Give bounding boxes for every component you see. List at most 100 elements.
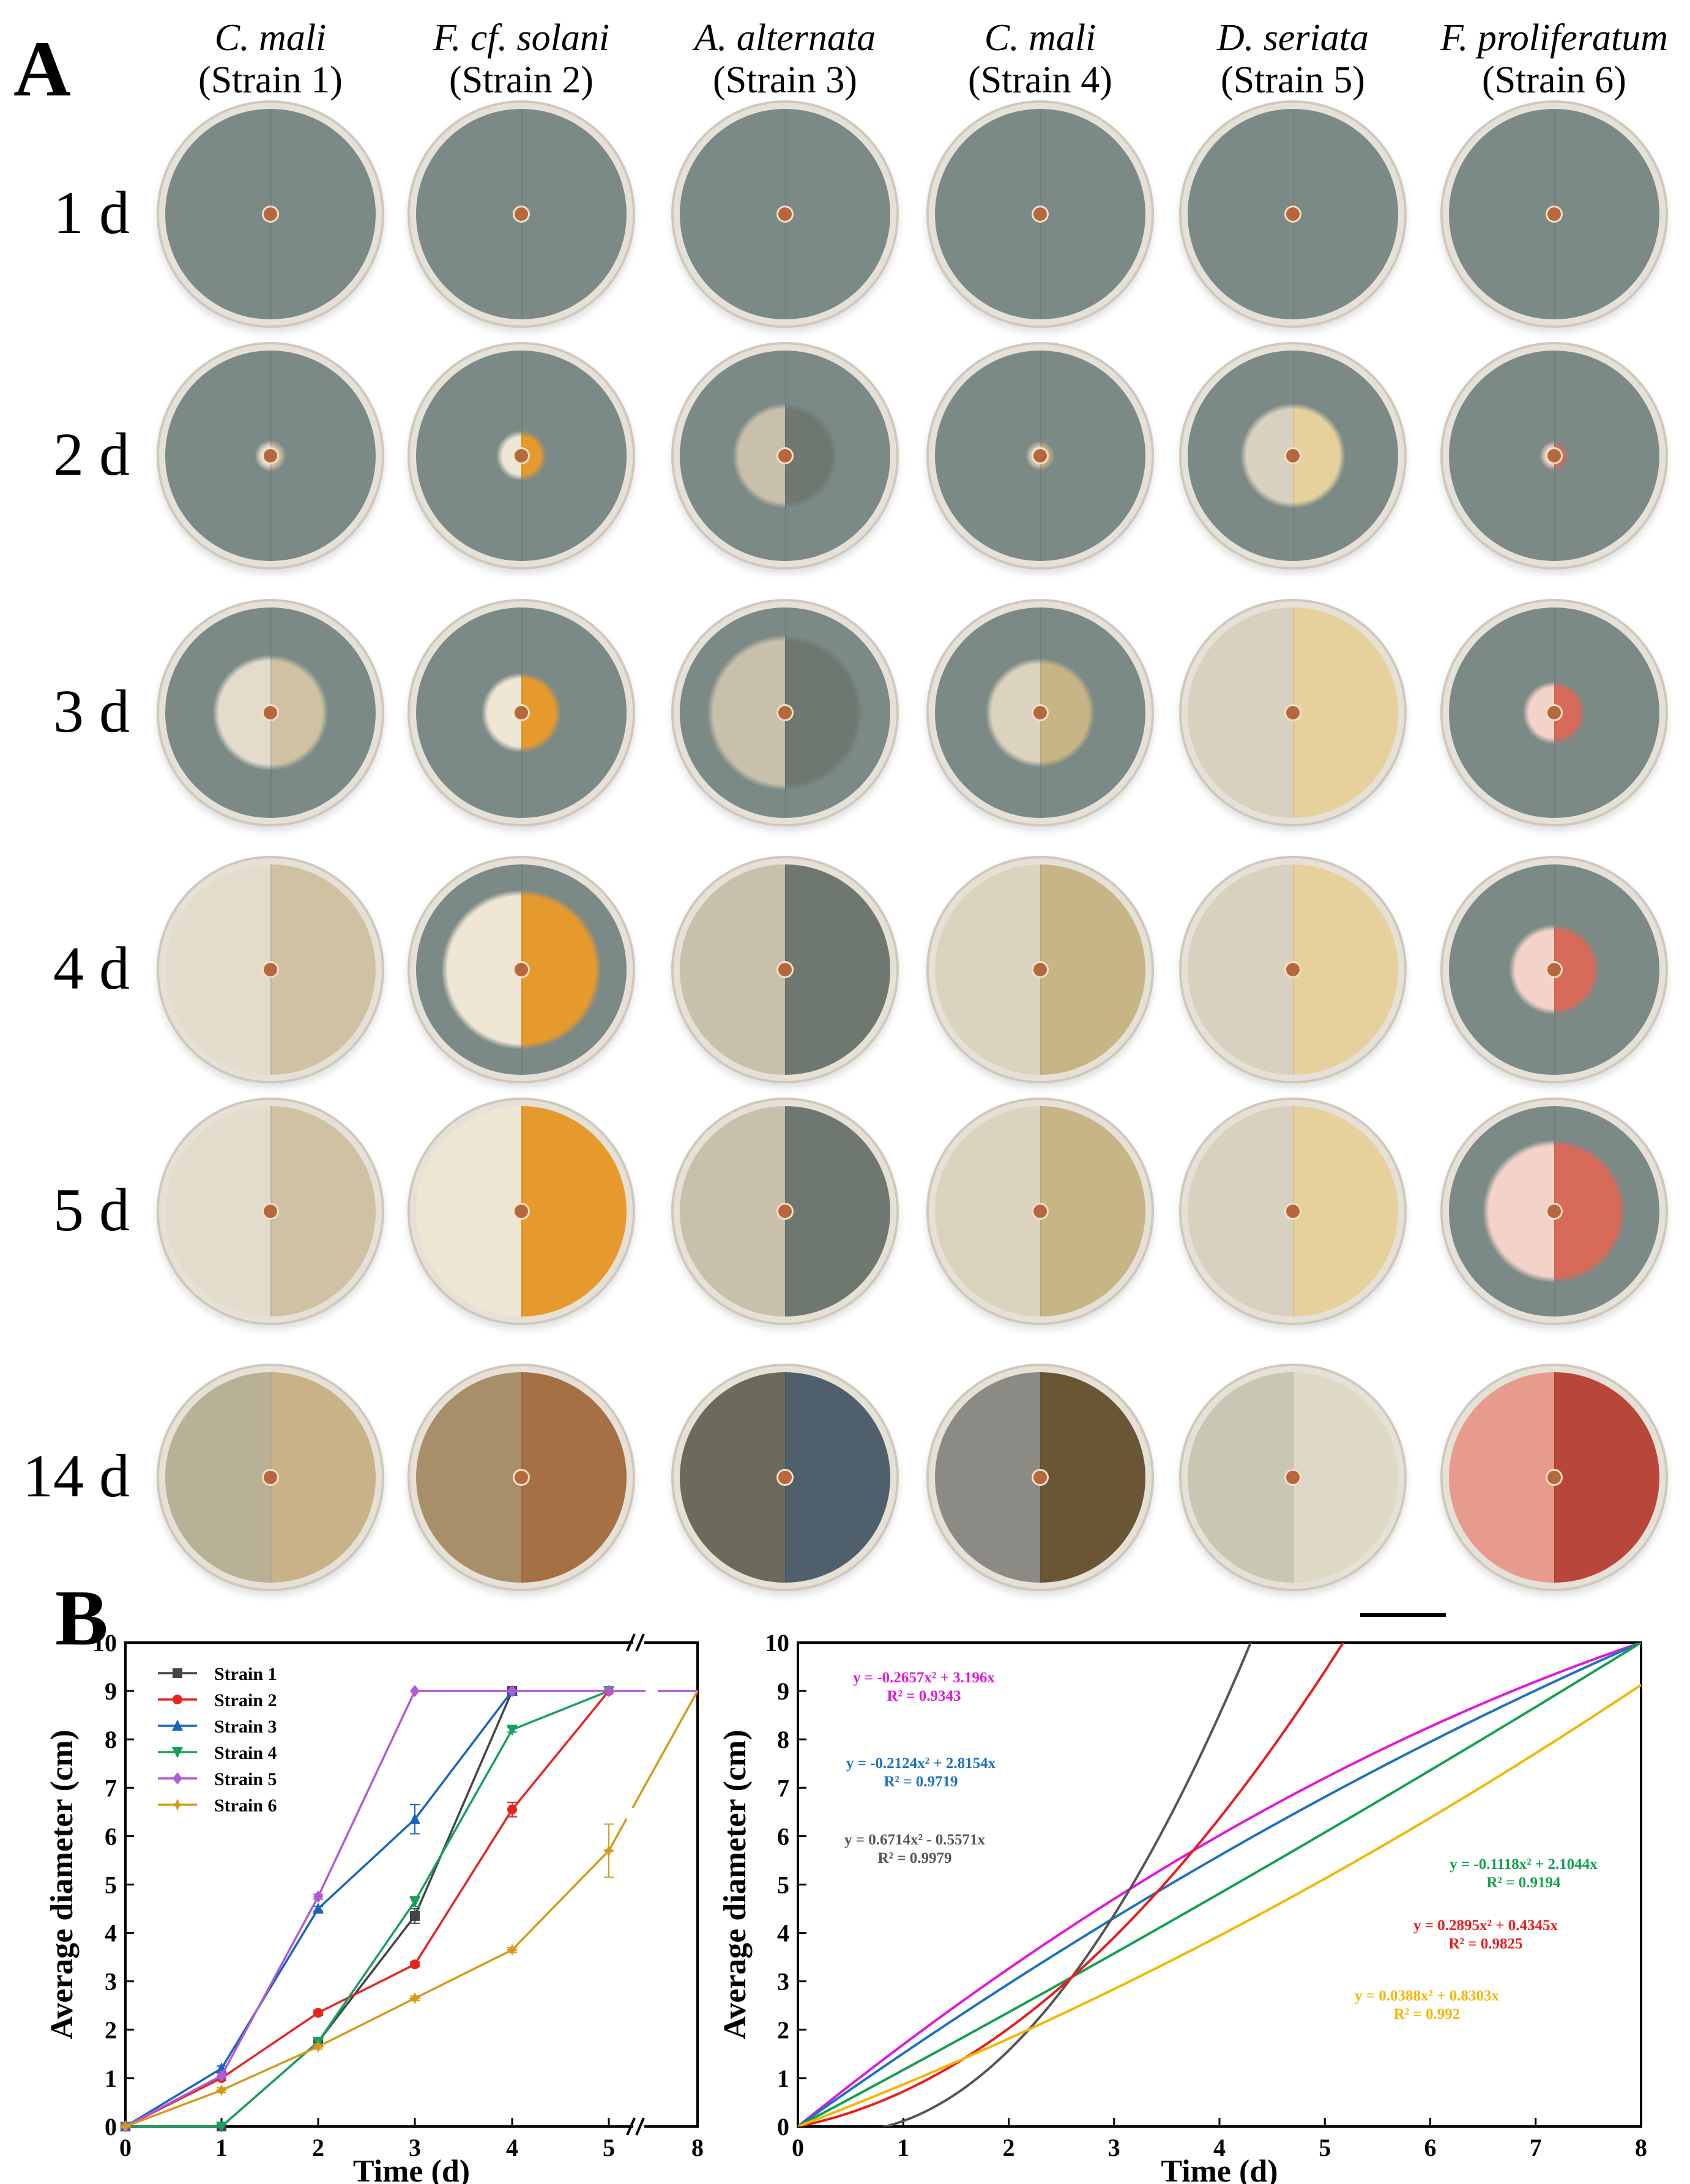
petri-dish (1188, 864, 1398, 1075)
inoculum-plug (778, 207, 792, 221)
strain-label: (Strain 6) (1482, 59, 1626, 102)
y-tick-label: 8 (777, 1726, 789, 1753)
y-tick-label: 2 (777, 2016, 789, 2044)
petri-dish (680, 1106, 890, 1317)
colony-reverse (270, 351, 376, 561)
y-tick-label: 8 (105, 1726, 117, 1753)
petri-dish (165, 607, 376, 818)
x-tick-label: 4 (506, 2134, 518, 2161)
y-tick-label: 1 (777, 2065, 789, 2092)
species-name: D. seriata (1217, 17, 1369, 59)
colony-front (1188, 607, 1293, 818)
colony-front (1188, 1372, 1293, 1583)
data-point (507, 1685, 517, 1698)
y-tick-label: 9 (105, 1677, 117, 1705)
colony-front (935, 607, 1040, 818)
fit-curve (798, 1643, 1345, 2126)
petri-dish (1188, 1106, 1398, 1317)
colony-reverse (1040, 1106, 1145, 1317)
inoculum-plug (1286, 449, 1300, 462)
x-axis-title: Time (d) (353, 2154, 470, 2184)
data-point (217, 2069, 226, 2082)
petri-dish (165, 109, 376, 319)
data-point (173, 1695, 182, 1704)
panel-a-letter: A (13, 25, 71, 113)
species-name: C. mali (984, 17, 1096, 59)
colony-reverse (270, 1106, 376, 1317)
petri-dish (680, 109, 890, 319)
colony-reverse (270, 864, 376, 1075)
petri-dish (1449, 1106, 1659, 1317)
inoculum-plug (264, 1471, 277, 1484)
y-tick-label: 3 (105, 1968, 117, 1996)
data-point (312, 2040, 324, 2053)
colony-reverse (1293, 351, 1398, 561)
x-tick-label: 4 (1213, 2134, 1226, 2161)
legend-label: Strain 4 (214, 1743, 277, 1763)
fit-equation: y = -0.2124x² + 2.8154x (846, 1755, 996, 1772)
y-tick-label: 7 (777, 1774, 789, 1802)
inoculum-plug (1033, 207, 1047, 221)
strain-label: (Strain 4) (968, 59, 1112, 102)
colony-front (165, 1106, 270, 1317)
colony-reverse (1040, 351, 1145, 561)
day-label: 14 d (23, 1442, 130, 1510)
y-axis-title: Average diameter (cm) (722, 1729, 753, 2039)
day-label: 4 d (53, 934, 130, 1002)
inoculum-plug (1547, 449, 1561, 462)
fit-equation: y = -0.2657x² + 3.196x (853, 1670, 995, 1686)
inoculum-plug (1286, 1471, 1300, 1484)
colony-reverse (1040, 864, 1145, 1075)
legend-label: Strain 2 (214, 1690, 277, 1710)
colony-reverse (785, 1372, 890, 1583)
colony-reverse (1293, 864, 1398, 1075)
colony-reverse (1554, 864, 1659, 1075)
day-label: 5 d (53, 1176, 130, 1244)
x-tick-label: 1 (215, 2134, 228, 2161)
colony-reverse (521, 864, 627, 1075)
x-axis-title: Time (d) (1161, 2154, 1278, 2184)
petri-dish (416, 1372, 627, 1583)
colony-reverse (1554, 351, 1659, 561)
colony-reverse (521, 109, 627, 319)
species-name: A. alternata (694, 17, 876, 59)
inoculum-plug (1033, 706, 1047, 719)
inoculum-plug (778, 963, 792, 976)
y-axis-title: Average diameter (cm) (45, 1729, 80, 2039)
colony-front (165, 607, 270, 818)
axis-break-mark (626, 2117, 636, 2136)
petri-dish (1188, 607, 1398, 818)
data-point (410, 1685, 420, 1698)
fit-r-squared: R² = 0.9719 (884, 1774, 958, 1790)
colony-front (165, 351, 270, 561)
colony-reverse (521, 351, 627, 561)
fit-curve (798, 1684, 1641, 2126)
fit-r-squared: R² = 0.9343 (887, 1688, 961, 1704)
y-tick-label: 4 (777, 1920, 789, 1947)
petri-dish (680, 864, 890, 1075)
colony-front (1188, 864, 1293, 1075)
inoculum-plug (778, 706, 792, 719)
petri-dish (416, 1106, 627, 1317)
strain-label: (Strain 1) (198, 59, 343, 102)
plot-frame (124, 1641, 699, 2128)
petri-dish (935, 1106, 1145, 1317)
inoculum-plug (1286, 706, 1300, 719)
x-tick-label: 5 (603, 2134, 615, 2161)
column-header: C. mali (Strain 4) (912, 17, 1169, 102)
colony-front (416, 109, 521, 319)
colony-front (935, 864, 1040, 1075)
inoculum-plug (778, 1205, 792, 1218)
y-tick-label: 7 (105, 1774, 117, 1802)
fit-equation: y = 0.0388x² + 0.8303x (1355, 1988, 1499, 2004)
x-tick-label: 1 (897, 2134, 909, 2161)
inoculum-plug (1286, 1205, 1300, 1218)
inoculum-plug (1547, 1205, 1561, 1218)
data-point (173, 1772, 182, 1785)
fit-equation: y = 0.6714x² - 0.5571x (844, 1832, 986, 1848)
colony-reverse (785, 1106, 890, 1317)
colony-front (1449, 1106, 1554, 1317)
colony-front (935, 351, 1040, 561)
colony-reverse (270, 109, 376, 319)
colony-reverse (785, 351, 890, 561)
